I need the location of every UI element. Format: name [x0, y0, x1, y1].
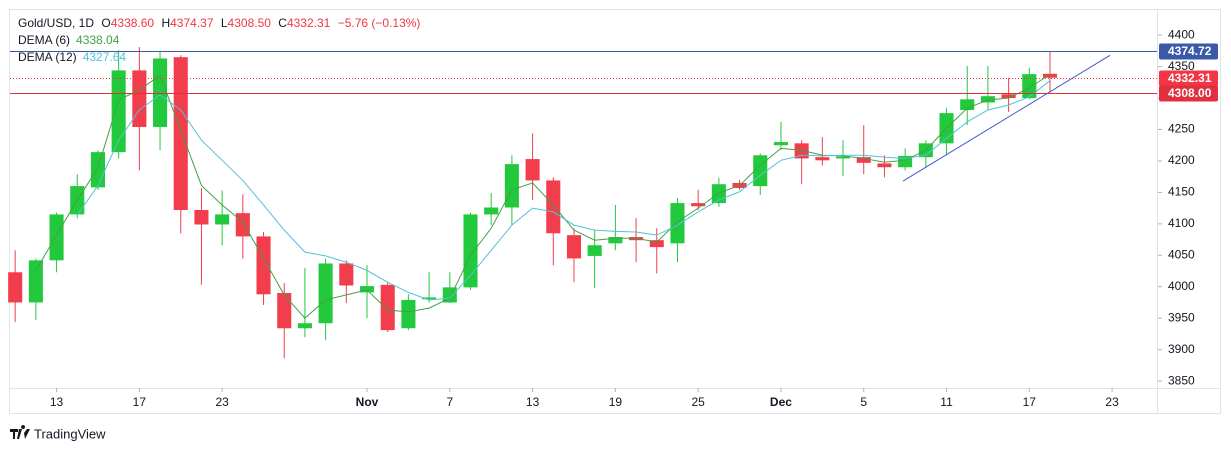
candle-body	[566, 235, 582, 259]
plot	[8, 47, 1157, 359]
candle-body	[525, 159, 540, 181]
ohlc-value: 4332.31	[287, 16, 331, 30]
candle-body	[49, 214, 64, 261]
candle-body	[670, 203, 685, 244]
price-label-box	[1159, 70, 1218, 87]
y-tick-label: 3950	[1168, 310, 1195, 324]
symbol: Gold/USD, 1D	[18, 16, 94, 30]
candle-body	[1001, 94, 1016, 99]
y-tick-label: 4350	[1168, 59, 1195, 73]
candle-body	[587, 245, 602, 256]
candle-body	[90, 152, 105, 188]
candle-body	[877, 163, 892, 168]
candle-body	[960, 99, 975, 111]
price-label-box	[1159, 85, 1218, 102]
x-tick-label: 17	[133, 395, 147, 409]
logo: TradingView	[10, 425, 106, 441]
frame	[9, 9, 1221, 414]
candle-body	[608, 237, 623, 244]
ohlc-value: 4374.37	[170, 16, 214, 30]
legend-name: DEMA (12)	[18, 50, 77, 64]
candle-body	[980, 96, 995, 103]
x-tick-label: Nov	[356, 395, 379, 409]
y-tick-label: 4200	[1168, 153, 1195, 167]
legend-value: 4327.64	[83, 50, 127, 64]
candle-body	[463, 214, 478, 288]
legend-entry: DEMA (6) 4338.04	[18, 33, 120, 47]
y-tick-label: 4250	[1168, 122, 1195, 136]
candle-body	[235, 213, 250, 237]
x-tick-label: 11	[940, 395, 953, 409]
candle-body	[773, 142, 788, 146]
candle-body	[484, 207, 499, 215]
candle-body	[277, 293, 292, 329]
x-tick-label: 23	[1105, 395, 1119, 409]
indicator-line	[35, 73, 1051, 319]
candle-body	[691, 203, 706, 207]
ohlc-key: O	[101, 16, 110, 30]
candle-body	[297, 323, 312, 329]
candle-body	[194, 210, 209, 225]
candle-body	[215, 214, 230, 225]
candle-body	[794, 143, 809, 159]
candle-body	[111, 70, 126, 153]
candle-body	[649, 240, 664, 248]
x-tick-label: 25	[691, 395, 705, 409]
y-tick-label: 4400	[1168, 27, 1195, 41]
candle-body	[339, 263, 354, 286]
candle-body	[1042, 73, 1058, 78]
price-label: 4332.31	[1168, 71, 1212, 85]
candle-body	[256, 236, 271, 295]
candle-body	[8, 272, 23, 303]
y-tick-label: 4100	[1168, 216, 1195, 230]
candle-body	[835, 156, 851, 159]
y-tick-label: 4000	[1168, 279, 1195, 293]
ohlc-key: L	[221, 16, 228, 30]
x-tick-label: 7	[446, 395, 453, 409]
candle-body	[546, 180, 561, 234]
x-tick-label: 5	[860, 395, 867, 409]
change: −5.76 (−0.13%)	[338, 16, 421, 30]
header: Gold/USD, 1D O4338.60 H4374.37 L4308.50 …	[18, 16, 420, 30]
candle-body	[1022, 74, 1037, 99]
x-tick-label: 13	[526, 395, 540, 409]
candle-body	[504, 164, 519, 208]
candle-body	[380, 284, 395, 331]
candle-body	[318, 263, 333, 324]
candle-body	[153, 58, 168, 127]
x-tick-label: 19	[609, 395, 623, 409]
price-label: 4308.00	[1168, 86, 1212, 100]
candle-body	[856, 157, 871, 163]
y-tick-label: 4050	[1168, 247, 1195, 261]
x-tick-label: 13	[50, 395, 64, 409]
legend-entry: DEMA (12) 4327.64	[18, 50, 126, 64]
ohlc-key: C	[278, 16, 287, 30]
candle-body	[132, 70, 147, 127]
ohlc-value: 4308.50	[228, 16, 272, 30]
footer: TradingView	[34, 426, 106, 441]
candle-body	[173, 57, 188, 211]
candle-body	[359, 286, 375, 293]
price-label: 4374.72	[1168, 44, 1212, 58]
x-tick-label: Dec	[770, 395, 792, 409]
legend-name: DEMA (6)	[18, 33, 70, 47]
x-tick-label: 23	[215, 395, 229, 409]
ohlc-key: H	[161, 16, 170, 30]
legend-value: 4338.04	[76, 33, 120, 47]
indicator-line	[76, 80, 1051, 301]
y-tick-label: 3900	[1168, 342, 1195, 356]
candle-body	[815, 157, 830, 161]
price-label-box	[1159, 43, 1218, 60]
y-tick-label: 4150	[1168, 185, 1195, 199]
trend-line	[902, 54, 1111, 182]
candle-body	[28, 260, 43, 303]
candle-body	[422, 297, 437, 300]
candle-body	[898, 155, 913, 168]
x-tick-label: 17	[1023, 395, 1037, 409]
logo-icon	[10, 425, 30, 439]
candle-body	[401, 299, 416, 329]
y-tick-label: 3850	[1168, 373, 1195, 387]
ohlc-value: 4338.60	[111, 16, 155, 30]
